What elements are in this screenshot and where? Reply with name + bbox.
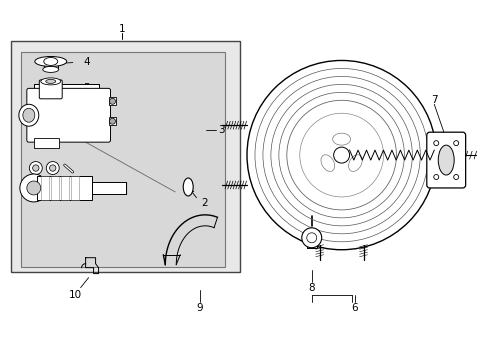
Circle shape: [109, 98, 115, 104]
Ellipse shape: [44, 58, 58, 66]
Circle shape: [433, 141, 438, 146]
Ellipse shape: [42, 67, 59, 72]
Circle shape: [20, 174, 48, 202]
Circle shape: [109, 118, 115, 124]
Bar: [37, 176, 91, 200]
Bar: [34, 84, 99, 112]
Ellipse shape: [35, 57, 66, 67]
Bar: [71, 176, 79, 200]
Circle shape: [33, 165, 39, 171]
FancyBboxPatch shape: [27, 88, 110, 142]
Circle shape: [433, 175, 438, 180]
Ellipse shape: [19, 104, 39, 126]
FancyBboxPatch shape: [426, 132, 465, 188]
Bar: [51, 176, 59, 200]
Circle shape: [286, 100, 396, 210]
Ellipse shape: [23, 108, 35, 122]
Circle shape: [333, 147, 349, 163]
Circle shape: [27, 181, 41, 195]
Bar: [21, 53, 224, 267]
Ellipse shape: [332, 133, 350, 145]
Bar: [108, 117, 116, 125]
Ellipse shape: [183, 178, 193, 196]
Text: 4: 4: [83, 58, 90, 67]
Circle shape: [49, 165, 56, 171]
Text: 5: 5: [83, 84, 90, 93]
Ellipse shape: [437, 145, 453, 175]
Circle shape: [453, 175, 458, 180]
Circle shape: [301, 228, 321, 248]
Text: 2: 2: [201, 198, 207, 208]
Circle shape: [306, 233, 316, 243]
Bar: [41, 176, 49, 200]
Bar: [108, 97, 116, 105]
Bar: [61, 176, 68, 200]
Ellipse shape: [348, 155, 362, 171]
Bar: [11, 41, 240, 272]
Text: 10: 10: [69, 289, 82, 300]
Bar: [34, 138, 59, 148]
Circle shape: [453, 141, 458, 146]
Text: 8: 8: [308, 283, 314, 293]
Text: 3: 3: [218, 125, 224, 135]
Circle shape: [299, 113, 383, 197]
Ellipse shape: [41, 78, 61, 85]
Text: 9: 9: [197, 302, 203, 312]
Ellipse shape: [46, 80, 56, 84]
Circle shape: [29, 162, 42, 175]
Bar: [91, 182, 126, 194]
Ellipse shape: [320, 155, 334, 171]
Text: 1: 1: [119, 24, 125, 33]
Circle shape: [246, 60, 435, 250]
Circle shape: [46, 162, 59, 175]
Text: 7: 7: [430, 95, 437, 105]
Text: 6: 6: [350, 302, 357, 312]
FancyBboxPatch shape: [39, 80, 62, 99]
